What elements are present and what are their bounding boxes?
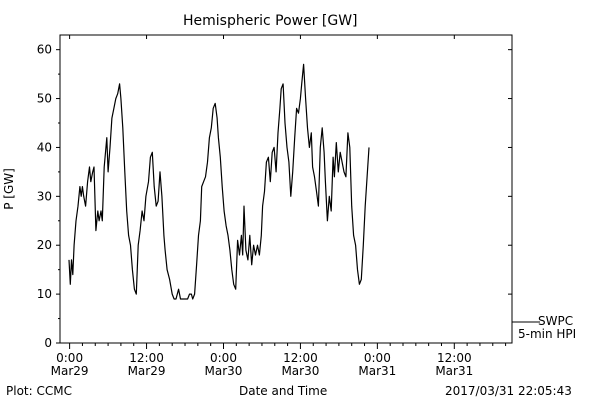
y-tick-label: 40 bbox=[37, 140, 52, 154]
legend-swpc-label: SWPC bbox=[538, 314, 574, 328]
y-tick-label: 50 bbox=[37, 92, 52, 106]
x-tick-date-label: Mar30 bbox=[281, 364, 319, 378]
x-tick-date-label: Mar30 bbox=[205, 364, 243, 378]
x-tick-date-label: Mar29 bbox=[51, 364, 89, 378]
y-tick-label: 30 bbox=[37, 189, 52, 203]
x-tick-time-label: 0:00 bbox=[56, 351, 83, 365]
x-tick-time-label: 12:00 bbox=[437, 351, 472, 365]
chart-title: Hemispheric Power [GW] bbox=[183, 13, 358, 29]
y-tick-label: 0 bbox=[44, 336, 52, 350]
series-line-hpi bbox=[68, 63, 370, 300]
x-axis-label: Date and Time bbox=[239, 384, 328, 398]
x-tick-time-label: 12:00 bbox=[283, 351, 318, 365]
plot-frame bbox=[59, 34, 513, 344]
legend-hpi-label: 5-min HPI bbox=[518, 327, 577, 341]
y-tick-label: 20 bbox=[37, 238, 52, 252]
y-tick-label: 60 bbox=[37, 43, 52, 57]
x-tick-time-label: 0:00 bbox=[364, 351, 391, 365]
y-axis-label: P [GW] bbox=[1, 168, 16, 210]
x-tick-time-label: 12:00 bbox=[129, 351, 164, 365]
x-tick-date-label: Mar31 bbox=[358, 364, 396, 378]
plot-credit: Plot: CCMC bbox=[6, 384, 72, 398]
x-tick-date-label: Mar29 bbox=[128, 364, 166, 378]
x-tick-time-label: 0:00 bbox=[210, 351, 237, 365]
x-tick-date-label: Mar31 bbox=[435, 364, 473, 378]
plot-timestamp: 2017/03/31 22:05:43 bbox=[445, 384, 572, 398]
y-tick-label: 10 bbox=[37, 287, 52, 301]
